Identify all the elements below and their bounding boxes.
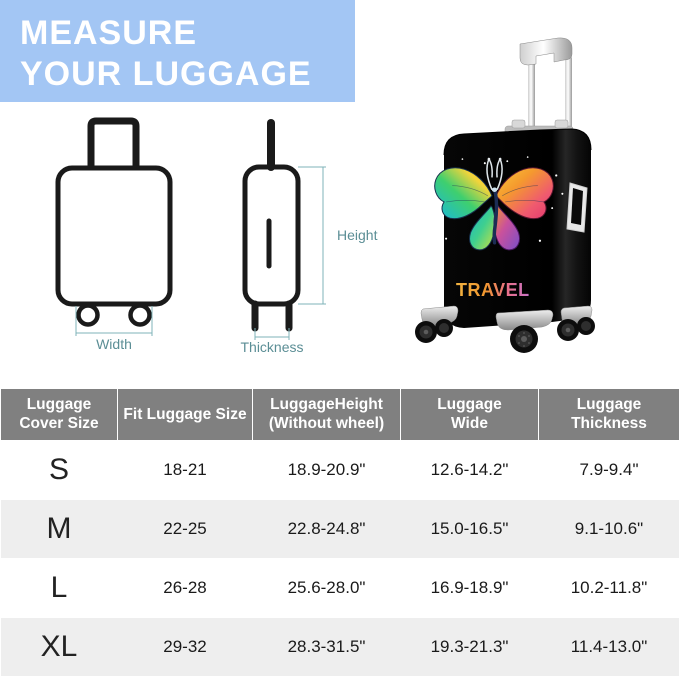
svg-text:TRAVEL: TRAVEL: [456, 280, 530, 300]
svg-text:Height: Height: [337, 227, 378, 243]
svg-text:Thickness: Thickness: [240, 339, 303, 355]
svg-text:Width: Width: [96, 336, 132, 352]
